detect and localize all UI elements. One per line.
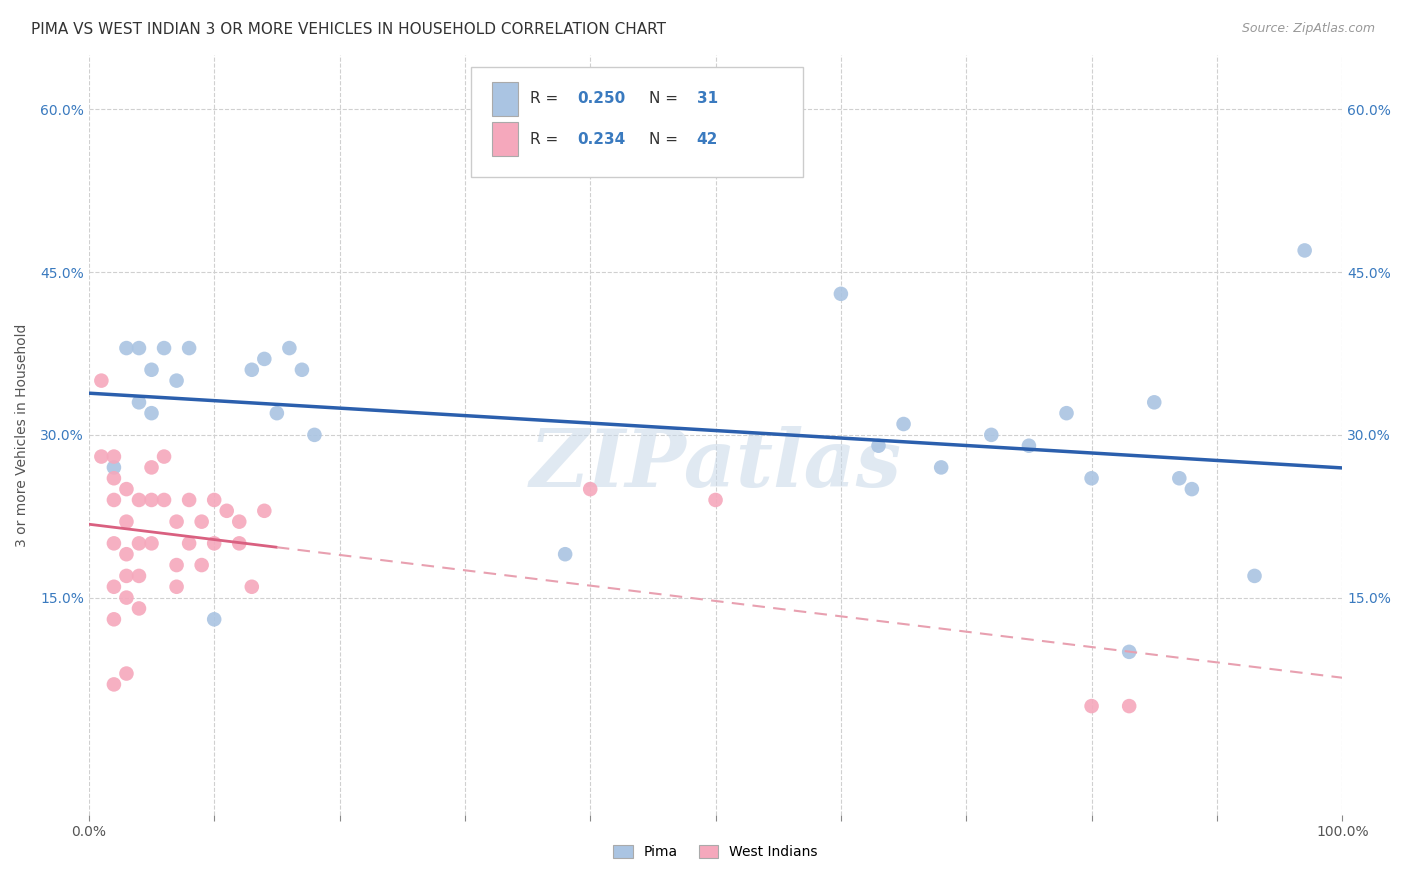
Text: 0.250: 0.250 (578, 91, 626, 106)
Point (830, 286, 852, 301)
Point (228, 515, 250, 529)
Text: 42: 42 (697, 131, 718, 146)
Point (166, 558, 188, 572)
Point (128, 341, 150, 355)
Text: 0.234: 0.234 (578, 131, 626, 146)
Y-axis label: 3 or more Vehicles in Household: 3 or more Vehicles in Household (15, 323, 30, 547)
Text: N =: N = (650, 131, 683, 146)
Point (980, 428, 1002, 442)
Point (141, 492, 163, 507)
Point (179, 492, 201, 507)
Point (1243, 569, 1265, 583)
Point (190, 558, 212, 572)
Text: N =: N = (650, 91, 683, 106)
Point (128, 492, 150, 507)
Point (1118, 699, 1140, 714)
Point (103, 677, 125, 691)
Point (253, 351, 276, 366)
Text: 31: 31 (697, 91, 718, 106)
Point (166, 374, 188, 388)
Point (215, 504, 238, 518)
Point (190, 515, 212, 529)
Point (103, 471, 125, 485)
Point (103, 580, 125, 594)
Point (153, 492, 176, 507)
Point (893, 417, 915, 431)
Legend: Pima, West Indians: Pima, West Indians (607, 839, 824, 864)
Point (228, 536, 250, 550)
Point (240, 363, 263, 377)
Bar (492, 82, 517, 116)
Point (1018, 439, 1040, 453)
Point (128, 536, 150, 550)
Point (166, 515, 188, 529)
Point (1294, 244, 1316, 258)
Point (115, 341, 138, 355)
Point (202, 536, 225, 550)
Point (103, 450, 125, 464)
Point (141, 406, 163, 420)
Point (141, 363, 163, 377)
Point (1168, 471, 1191, 485)
Point (1056, 406, 1078, 420)
Point (579, 482, 602, 496)
Text: Source: ZipAtlas.com: Source: ZipAtlas.com (1241, 22, 1375, 36)
Point (141, 536, 163, 550)
Point (115, 591, 138, 605)
Point (115, 666, 138, 681)
Point (128, 395, 150, 409)
Point (128, 601, 150, 615)
Point (1118, 645, 1140, 659)
Point (103, 612, 125, 626)
Point (253, 504, 276, 518)
Point (141, 460, 163, 475)
Point (202, 492, 225, 507)
Text: R =: R = (530, 91, 564, 106)
Point (115, 569, 138, 583)
FancyBboxPatch shape (471, 67, 803, 177)
Point (304, 428, 326, 442)
Point (278, 341, 301, 355)
Point (90, 374, 112, 388)
Point (90, 450, 112, 464)
Point (115, 515, 138, 529)
Point (103, 460, 125, 475)
Point (103, 536, 125, 550)
Point (115, 482, 138, 496)
Point (115, 547, 138, 561)
Point (240, 580, 263, 594)
Point (704, 492, 727, 507)
Point (266, 406, 288, 420)
Point (202, 612, 225, 626)
Text: PIMA VS WEST INDIAN 3 OR MORE VEHICLES IN HOUSEHOLD CORRELATION CHART: PIMA VS WEST INDIAN 3 OR MORE VEHICLES I… (31, 22, 666, 37)
Point (179, 341, 201, 355)
Point (929, 460, 952, 475)
Point (128, 569, 150, 583)
Point (554, 547, 576, 561)
Point (153, 341, 176, 355)
Point (1181, 482, 1204, 496)
Point (868, 439, 890, 453)
Text: ZIPatlas: ZIPatlas (530, 426, 901, 504)
Point (179, 536, 201, 550)
Point (1143, 395, 1166, 409)
Bar (492, 122, 517, 156)
Point (291, 363, 314, 377)
Text: R =: R = (530, 131, 564, 146)
Point (153, 450, 176, 464)
Point (1080, 471, 1102, 485)
Point (103, 492, 125, 507)
Point (1080, 699, 1102, 714)
Point (166, 580, 188, 594)
